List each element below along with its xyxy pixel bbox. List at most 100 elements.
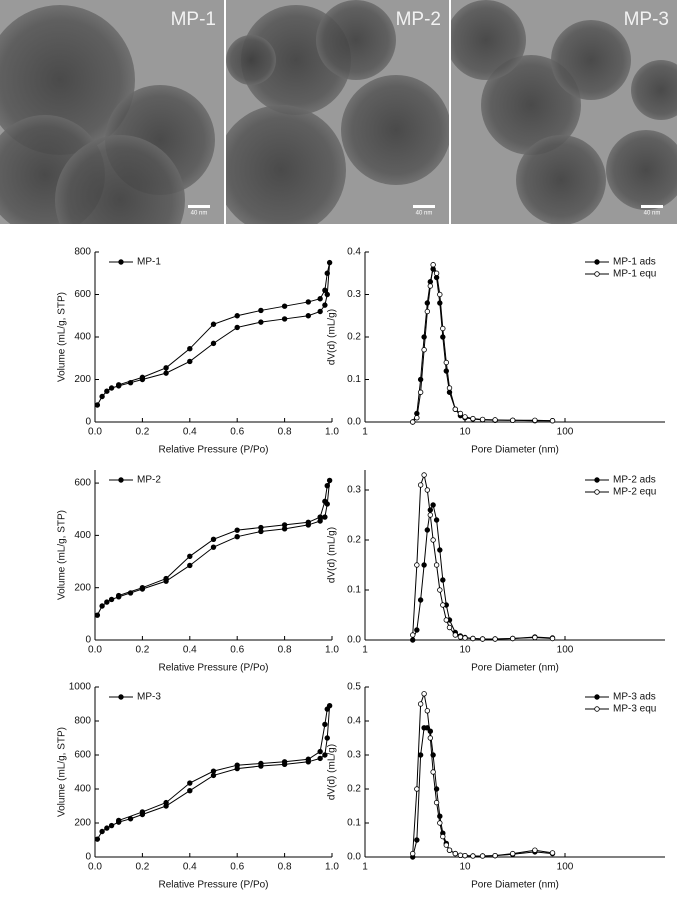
- data-point: [115, 592, 122, 599]
- data-point: [440, 577, 446, 583]
- data-point: [187, 553, 193, 560]
- y-tick-label: 400: [74, 530, 91, 541]
- y-tick-label: 400: [74, 332, 91, 343]
- chart: 0 200 400 600 800 1000 0.0 0.2 0.4 0.6 0.8 1.0 Relat…: [57, 682, 340, 891]
- data-point: [115, 817, 122, 824]
- data-point: [424, 308, 431, 315]
- data-point: [127, 590, 134, 596]
- data-point: [417, 389, 424, 395]
- scale-bar: [188, 205, 210, 208]
- y-axis-label: Volume (mL/g, STP): [57, 510, 68, 600]
- data-point: [430, 502, 436, 508]
- x-tick-label: 10: [459, 862, 471, 873]
- data-point: [281, 316, 288, 322]
- x-tick-label: 0.0: [88, 427, 102, 438]
- data-point: [446, 847, 453, 853]
- y-axis-label: dV(d) (mL/g): [327, 744, 338, 800]
- sphere: [55, 135, 185, 224]
- legend-marker: [118, 259, 124, 265]
- data-point: [322, 721, 328, 728]
- legend-label: MP-3 ads: [613, 692, 656, 703]
- data-point: [410, 637, 416, 643]
- y-tick-label: 0.0: [347, 417, 361, 428]
- data-point: [234, 533, 240, 540]
- y-tick-label: 0.0: [347, 852, 361, 863]
- data-point: [417, 701, 424, 707]
- data-point: [470, 853, 476, 859]
- data-point: [427, 728, 434, 734]
- data-point: [492, 636, 498, 642]
- data-point: [443, 359, 449, 366]
- tem-panel: MP-1 40 nm: [0, 0, 224, 224]
- data-point: [452, 632, 459, 638]
- data-point: [94, 836, 101, 842]
- data-point: [549, 635, 556, 642]
- data-point: [322, 498, 328, 505]
- chart: 0.0 0.1 0.2 0.3 0.4 1 10 100 Pore Diameter (nm) d…: [327, 247, 665, 456]
- legend-label: MP-3: [137, 692, 161, 703]
- x-tick-label: 1: [362, 645, 368, 656]
- data-point: [417, 752, 424, 758]
- x-tick-label: 1.0: [325, 645, 339, 656]
- data-point: [104, 825, 110, 831]
- y-tick-label: 0.4: [347, 247, 361, 258]
- data-point: [258, 760, 264, 767]
- data-point: [446, 624, 453, 631]
- x-tick-label: 0.4: [183, 427, 197, 438]
- data-point: [470, 415, 476, 422]
- data-point: [322, 752, 328, 758]
- data-point: [433, 799, 440, 806]
- data-point: [99, 393, 105, 400]
- data-point: [440, 334, 446, 340]
- data-point: [414, 786, 420, 792]
- data-point: [305, 313, 311, 319]
- data-point: [324, 735, 330, 741]
- data-point: [532, 417, 538, 423]
- y-axis-label: Volume (mL/g, STP): [57, 727, 68, 817]
- data-point: [305, 519, 311, 526]
- data-point: [234, 527, 240, 533]
- data-point: [163, 370, 169, 376]
- data-point: [417, 482, 424, 488]
- x-tick-label: 0.2: [135, 427, 149, 438]
- x-tick-label: 1.0: [325, 862, 339, 873]
- y-tick-label: 800: [74, 716, 91, 727]
- data-point: [437, 547, 443, 553]
- data-point: [187, 788, 193, 794]
- data-point: [479, 416, 486, 423]
- legend-marker: [594, 259, 600, 265]
- data-point: [462, 635, 468, 641]
- spheres: [451, 0, 677, 224]
- y-tick-label: 0.5: [347, 682, 361, 693]
- scale-bar: [641, 205, 663, 208]
- data-point: [324, 706, 330, 712]
- data-point: [305, 756, 311, 762]
- data-point: [462, 414, 468, 420]
- data-point: [443, 617, 449, 623]
- data-point: [417, 597, 424, 603]
- data-point: [163, 799, 169, 806]
- y-axis-label: dV(d) (mL/g): [327, 527, 338, 583]
- data-point: [139, 809, 146, 815]
- data-point: [281, 303, 288, 309]
- sphere: [341, 75, 449, 185]
- data-point: [317, 308, 323, 315]
- data-point: [324, 270, 330, 276]
- x-tick-label: 0.6: [230, 862, 244, 873]
- data-point: [421, 562, 427, 568]
- legend-label: MP-1: [137, 257, 161, 268]
- data-point: [479, 636, 486, 642]
- scale-label: 40 nm: [416, 211, 433, 217]
- y-tick-label: 200: [74, 818, 91, 829]
- y-tick-label: 200: [74, 374, 91, 385]
- series-line: [412, 262, 553, 423]
- data-point: [127, 379, 134, 386]
- x-tick-label: 0.8: [278, 862, 292, 873]
- data-point: [210, 544, 217, 550]
- data-point: [210, 321, 217, 327]
- data-point: [437, 587, 443, 593]
- y-tick-label: 0.1: [347, 818, 361, 829]
- sphere: [316, 0, 396, 80]
- data-point: [104, 388, 110, 394]
- data-point: [470, 635, 476, 642]
